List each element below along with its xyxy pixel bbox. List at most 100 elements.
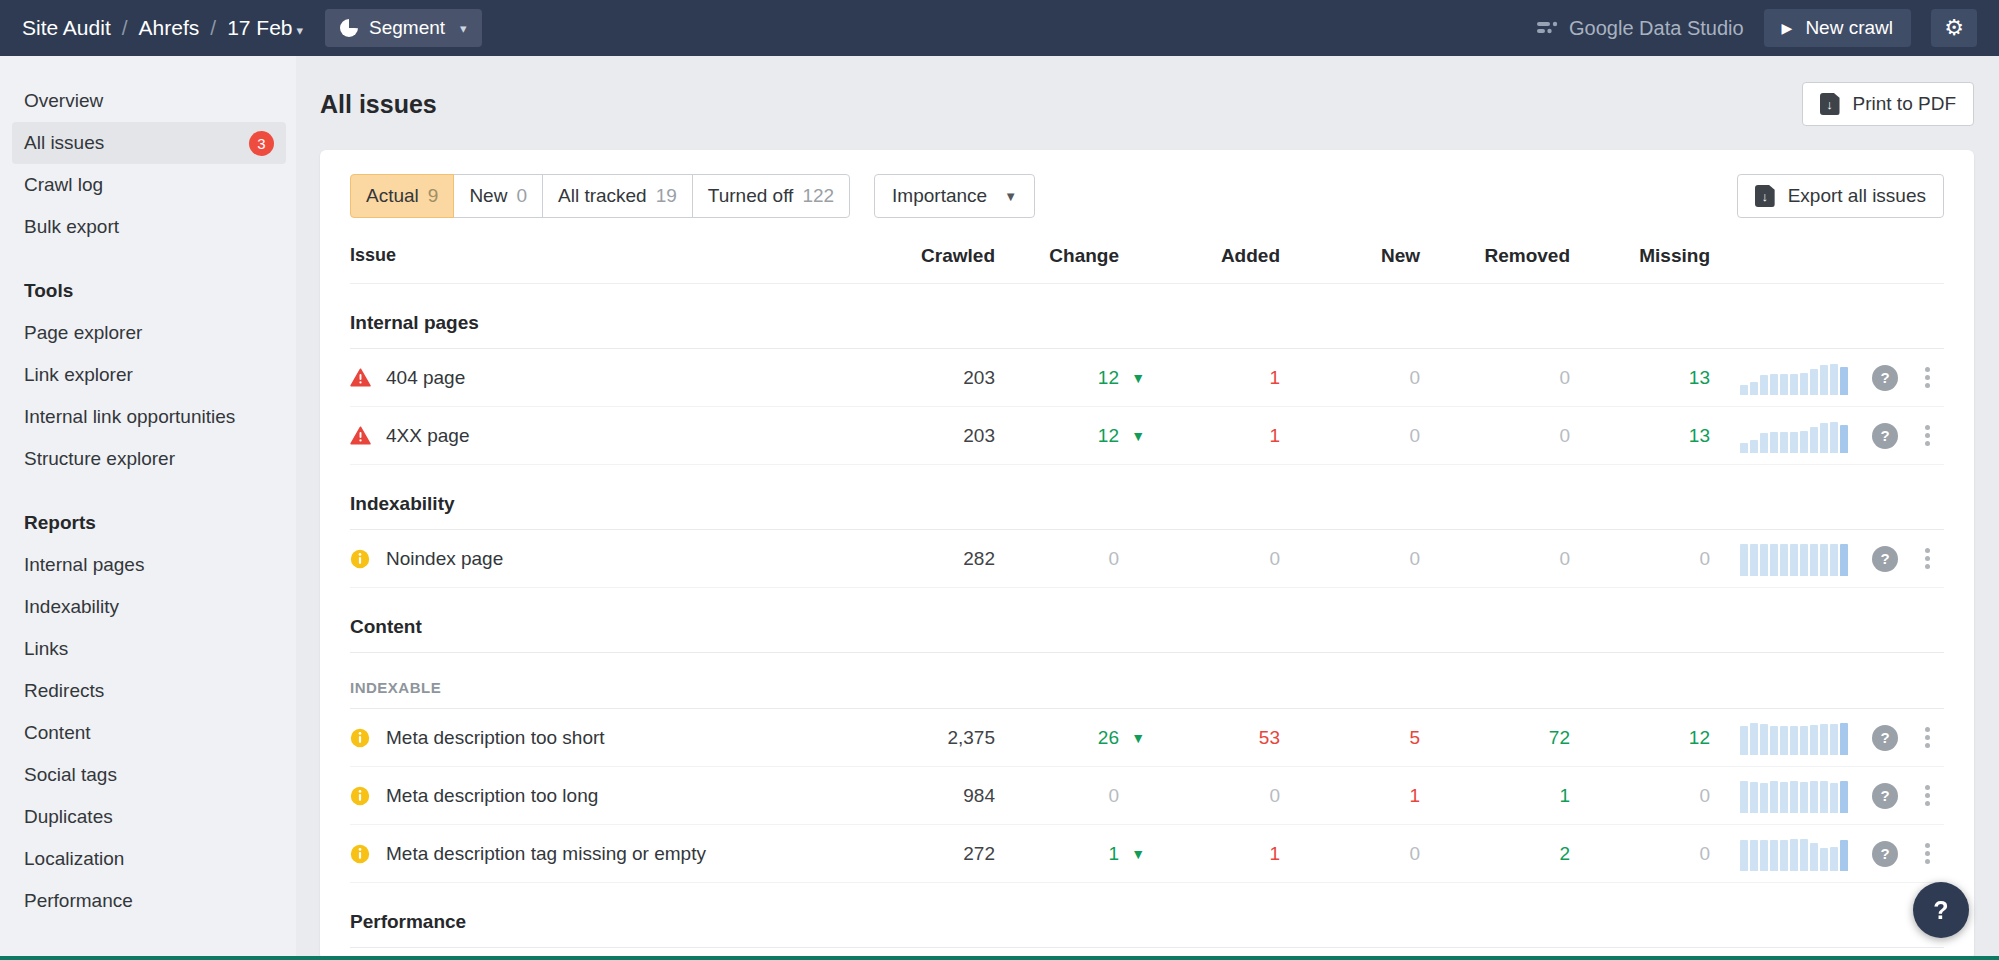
history-sparkline: [1710, 361, 1860, 395]
sidebar-item-structure-explorer[interactable]: Structure explorer: [12, 438, 286, 480]
sidebar-item-localization[interactable]: Localization: [12, 838, 286, 880]
kebab-dot-icon: [1925, 564, 1930, 569]
kebab-dot-icon: [1925, 556, 1930, 561]
issue-name[interactable]: 4XX page: [386, 425, 469, 447]
row-menu-button[interactable]: [1910, 837, 1944, 870]
change-value: 0: [995, 548, 1145, 570]
sidebar-section-tools: Tools: [12, 270, 286, 312]
added-value: 0: [1145, 548, 1280, 570]
kebab-dot-icon: [1925, 383, 1930, 388]
help-icon[interactable]: ?: [1872, 783, 1898, 809]
topbar: Site Audit / Ahrefs / 17 Feb▾ Segment ▾ …: [0, 0, 1999, 56]
importance-dropdown-button[interactable]: Importance ▼: [874, 174, 1035, 218]
row-menu-button[interactable]: [1910, 779, 1944, 812]
sidebar-section-reports: Reports: [12, 502, 286, 544]
help-fab-button[interactable]: ?: [1913, 882, 1969, 938]
kebab-dot-icon: [1925, 548, 1930, 553]
crawl-date-dropdown[interactable]: 17 Feb▾: [227, 16, 303, 40]
breadcrumb-site-audit[interactable]: Site Audit: [22, 16, 111, 40]
sidebar-item-label: Social tags: [24, 764, 117, 786]
sidebar-item-internal-link-opportunities[interactable]: Internal link opportunities: [12, 396, 286, 438]
change-value: 12▼: [995, 425, 1145, 447]
settings-button[interactable]: ⚙︎: [1931, 9, 1977, 47]
new-crawl-button[interactable]: ▶ New crawl: [1764, 9, 1911, 47]
help-icon[interactable]: ?: [1872, 546, 1898, 572]
tab-new[interactable]: New0: [453, 174, 543, 218]
trend-down-icon: ▼: [1119, 846, 1145, 862]
row-menu-button[interactable]: [1910, 721, 1944, 754]
issue-name[interactable]: Meta description tag missing or empty: [386, 843, 706, 865]
issue-name[interactable]: Meta description too short: [386, 727, 605, 749]
sidebar-item-label: Content: [24, 722, 91, 744]
help-icon[interactable]: ?: [1872, 725, 1898, 751]
sidebar-item-label: Structure explorer: [24, 448, 175, 470]
issue-name[interactable]: Meta description too long: [386, 785, 598, 807]
bottom-edge-line: [0, 956, 1999, 960]
kebab-dot-icon: [1925, 441, 1930, 446]
issue-name[interactable]: 404 page: [386, 367, 465, 389]
sidebar-item-label: Link explorer: [24, 364, 133, 386]
sidebar-item-all-issues[interactable]: All issues3: [12, 122, 286, 164]
sidebar-item-page-explorer[interactable]: Page explorer: [12, 312, 286, 354]
crawled-value: 2,375: [885, 727, 995, 749]
sidebar-item-bulk-export[interactable]: Bulk export: [12, 206, 286, 248]
sidebar-item-label: Duplicates: [24, 806, 113, 828]
kebab-dot-icon: [1925, 367, 1930, 372]
issue-row: 4XX page20312▼10013?: [350, 407, 1944, 465]
sidebar-item-links[interactable]: Links: [12, 628, 286, 670]
google-data-studio-link[interactable]: Google Data Studio: [1535, 16, 1744, 40]
sidebar-item-redirects[interactable]: Redirects: [12, 670, 286, 712]
sidebar-item-overview[interactable]: Overview: [12, 80, 286, 122]
history-sparkline: [1710, 419, 1860, 453]
change-value: 26▼: [995, 727, 1145, 749]
play-icon: ▶: [1782, 20, 1793, 36]
row-menu-button[interactable]: [1910, 542, 1944, 575]
added-value: 0: [1145, 785, 1280, 807]
topbar-actions: Google Data Studio ▶ New crawl ⚙︎: [1535, 9, 1977, 47]
segment-dropdown-button[interactable]: Segment ▾: [325, 9, 482, 47]
print-to-pdf-button[interactable]: ↓ Print to PDF: [1802, 82, 1974, 126]
help-icon[interactable]: ?: [1872, 841, 1898, 867]
history-sparkline: [1710, 721, 1860, 755]
missing-value: 0: [1570, 785, 1710, 807]
sidebar-item-performance[interactable]: Performance: [12, 880, 286, 922]
sidebar-item-link-explorer[interactable]: Link explorer: [12, 354, 286, 396]
tab-actual[interactable]: Actual9: [350, 174, 454, 218]
sidebar-item-content[interactable]: Content: [12, 712, 286, 754]
sidebar-item-crawl-log[interactable]: Crawl log: [12, 164, 286, 206]
breadcrumb-separator: /: [210, 16, 216, 40]
help-icon[interactable]: ?: [1872, 423, 1898, 449]
tab-all-tracked[interactable]: All tracked19: [542, 174, 693, 218]
info-circle-icon: [350, 786, 371, 806]
issue-cell: Meta description too short: [350, 727, 885, 749]
history-sparkline: [1710, 837, 1860, 871]
sidebar-item-social-tags[interactable]: Social tags: [12, 754, 286, 796]
tab-turned-off[interactable]: Turned off122: [692, 174, 850, 218]
sidebar-item-label: Bulk export: [24, 216, 119, 238]
alert-triangle-icon: [350, 426, 371, 445]
column-new: New: [1280, 245, 1420, 267]
sidebar-item-label: Internal link opportunities: [24, 406, 235, 428]
page-header: All issues ↓ Print to PDF: [320, 82, 1974, 126]
help-icon[interactable]: ?: [1872, 365, 1898, 391]
breadcrumb-project[interactable]: Ahrefs: [139, 16, 200, 40]
export-all-issues-button[interactable]: ↓ Export all issues: [1737, 174, 1944, 218]
sidebar-item-internal-pages[interactable]: Internal pages: [12, 544, 286, 586]
breadcrumb-separator: /: [122, 16, 128, 40]
sidebar-item-indexability[interactable]: Indexability: [12, 586, 286, 628]
kebab-dot-icon: [1925, 851, 1930, 856]
issue-name[interactable]: Noindex page: [386, 548, 503, 570]
kebab-dot-icon: [1925, 859, 1930, 864]
row-menu-button[interactable]: [1910, 419, 1944, 452]
row-menu-button[interactable]: [1910, 361, 1944, 394]
sidebar-item-duplicates[interactable]: Duplicates: [12, 796, 286, 838]
added-value: 1: [1145, 367, 1280, 389]
crawled-value: 282: [885, 548, 995, 570]
missing-value: 13: [1570, 367, 1710, 389]
issue-cell: 4XX page: [350, 425, 885, 447]
breadcrumb: Site Audit / Ahrefs / 17 Feb▾: [22, 16, 303, 40]
added-value: 1: [1145, 843, 1280, 865]
issue-cell: Meta description too long: [350, 785, 885, 807]
history-sparkline: [1710, 542, 1860, 576]
change-value: 12▼: [995, 367, 1145, 389]
